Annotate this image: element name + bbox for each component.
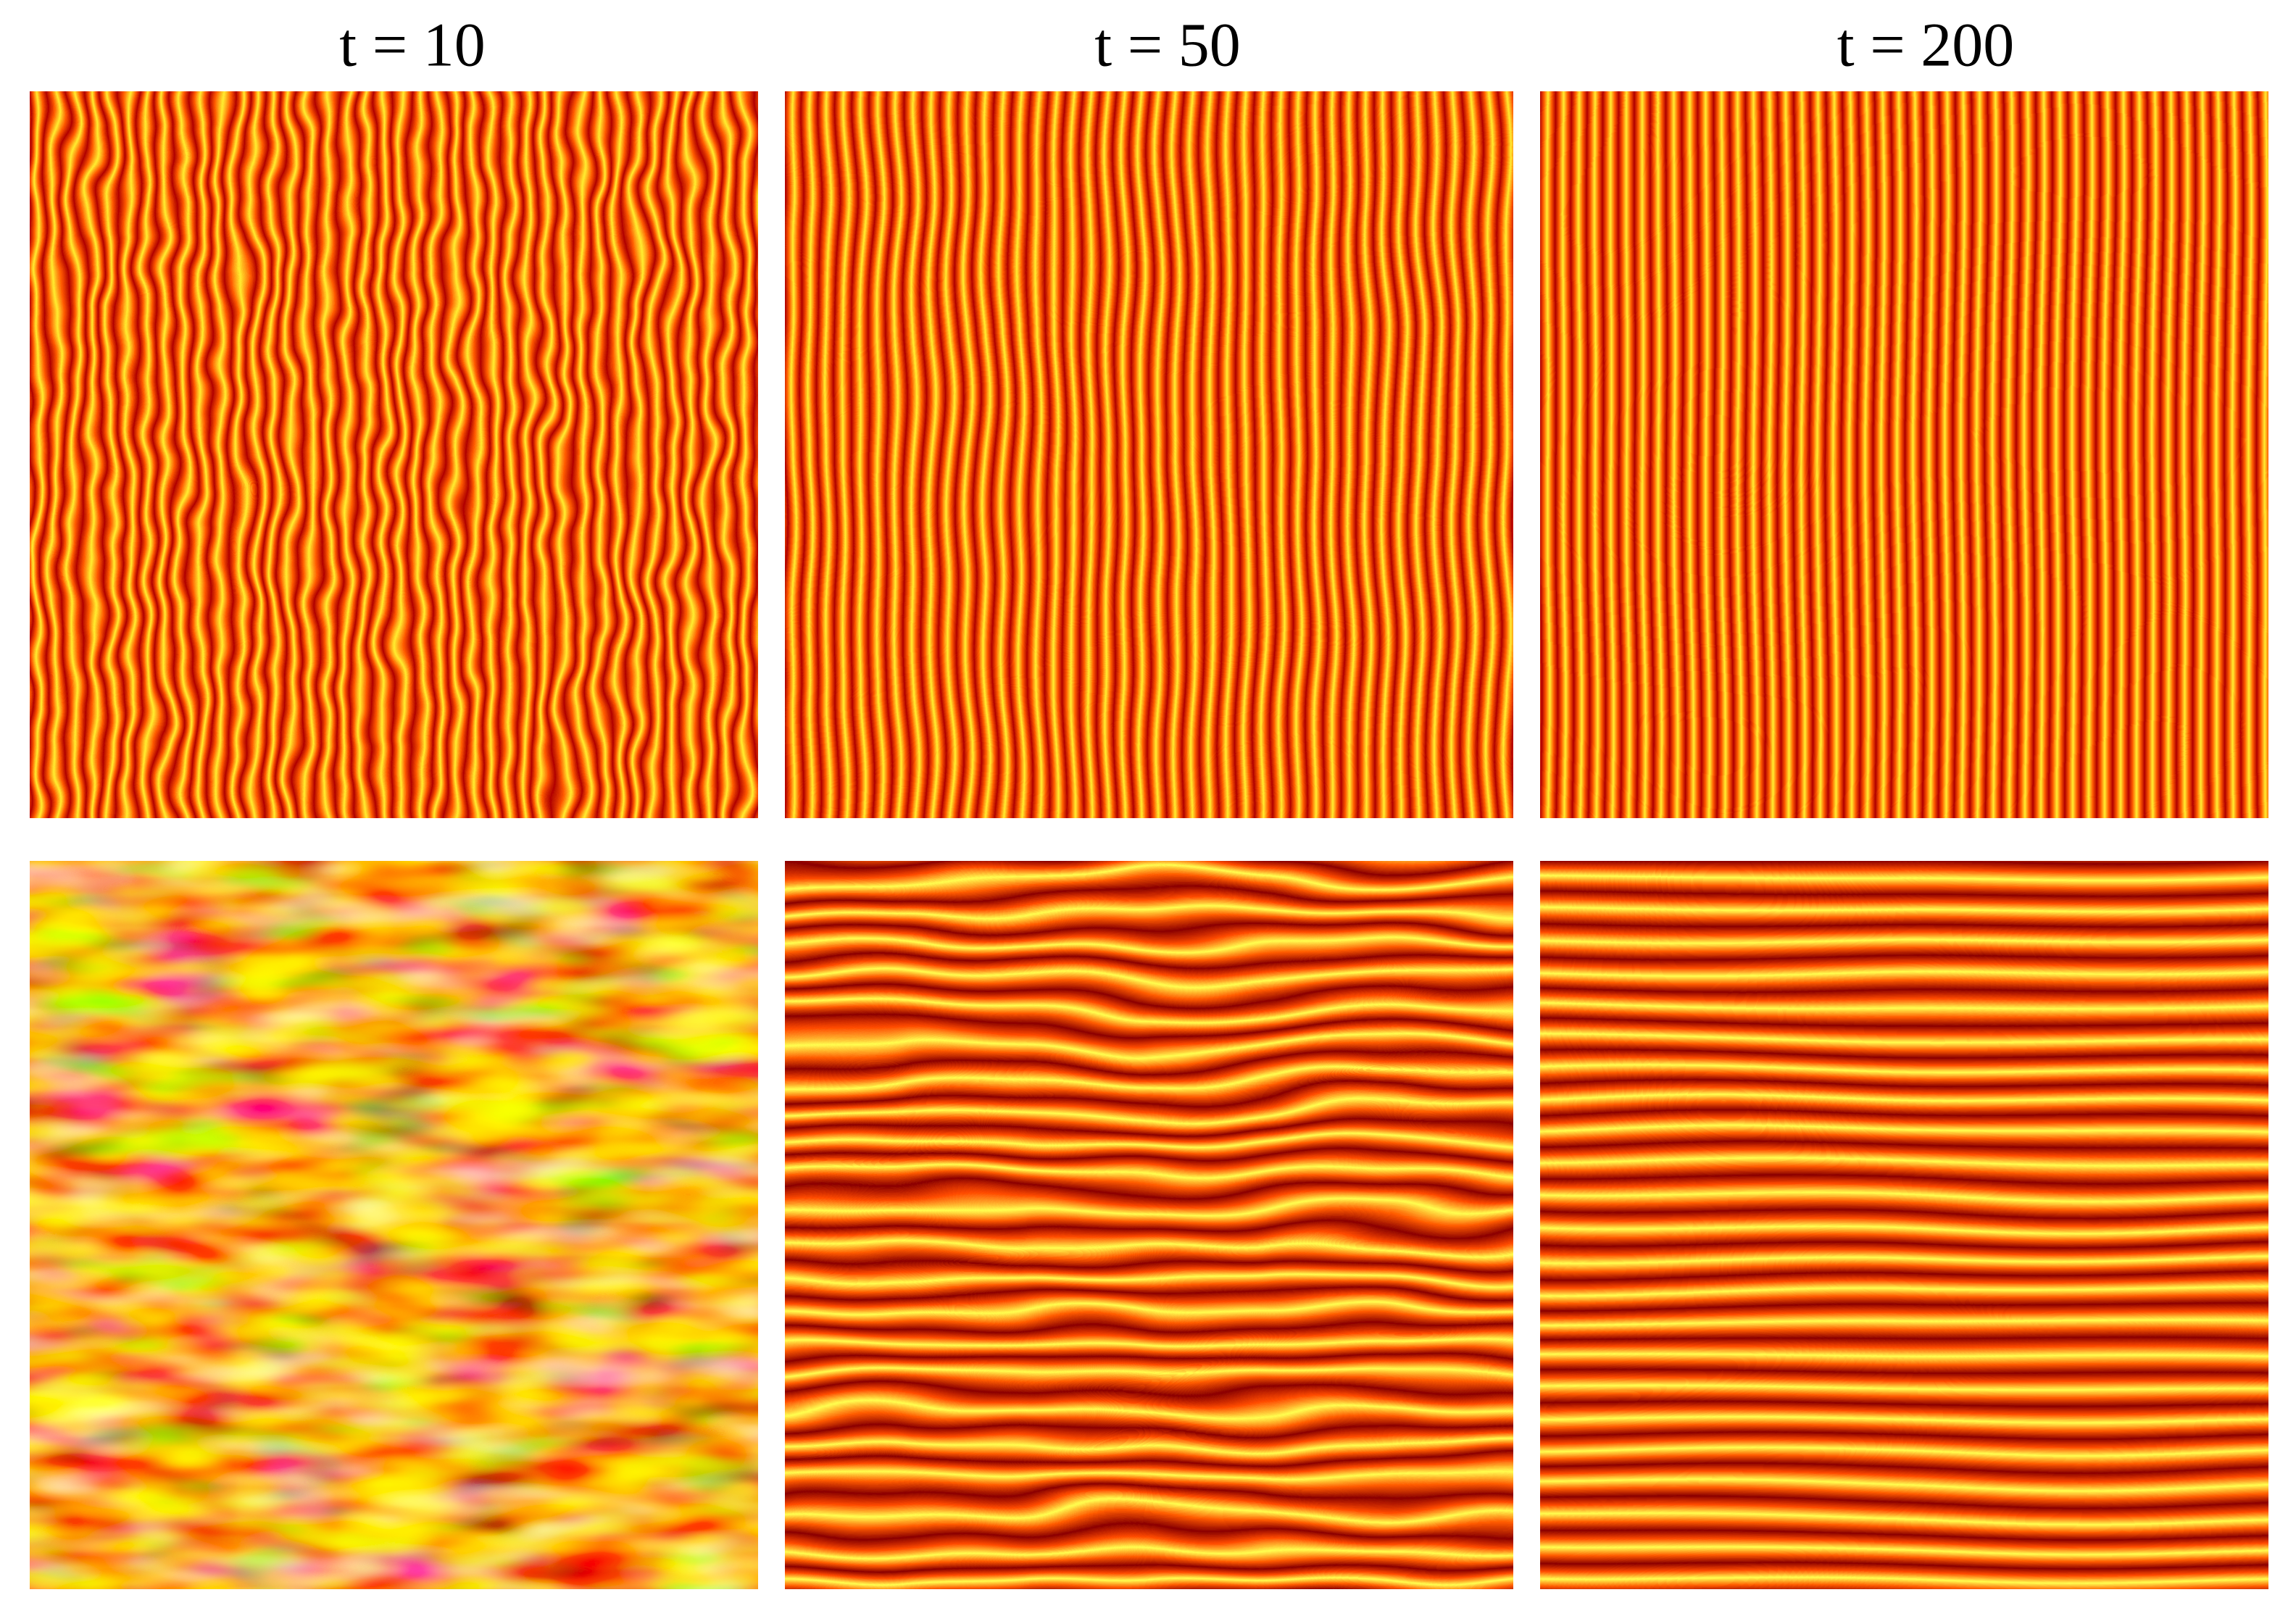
panel-title: t = 50 — [1094, 10, 1240, 80]
pattern-panel — [785, 91, 1513, 818]
pattern-panel — [30, 91, 758, 818]
pattern-panel — [30, 861, 758, 1589]
pattern-panel — [785, 861, 1513, 1589]
pattern-panel — [1540, 861, 2268, 1589]
panel-title: t = 10 — [339, 10, 485, 80]
panel-title: t = 200 — [1837, 10, 2014, 80]
pattern-panel — [1540, 91, 2268, 818]
